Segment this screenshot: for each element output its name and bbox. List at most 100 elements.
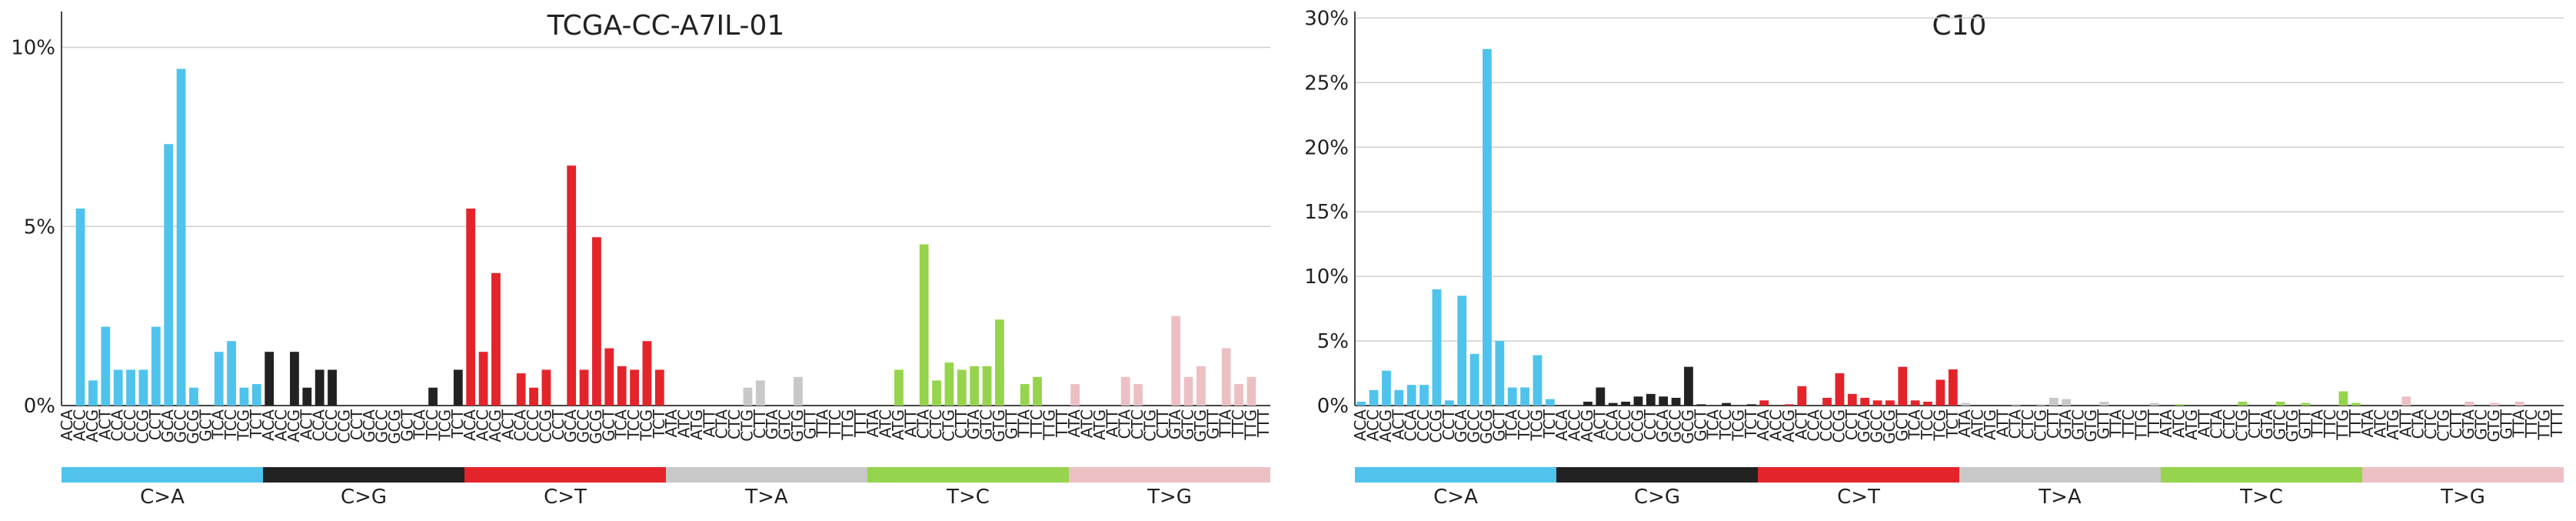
bar: [1469, 353, 1479, 406]
x-tick-label: CTA: [2409, 409, 2428, 439]
bar: [1898, 366, 1908, 406]
x-tick-label: TTA: [1216, 409, 1235, 439]
x-tick-label: GTC: [2069, 409, 2088, 440]
x-tick-label: TTA: [814, 409, 832, 439]
x-tick-label: CTA: [713, 409, 731, 439]
bar: [328, 369, 337, 406]
bar: [1797, 386, 1807, 406]
x-tick-label: GCA: [1855, 409, 1873, 443]
x-tick-label: TCG: [435, 409, 454, 442]
x-tick-label: ATC: [1969, 409, 1987, 438]
bar: [2301, 402, 2311, 406]
bar: [1356, 401, 1366, 406]
band-label: T>C: [2239, 486, 2283, 509]
x-tick-label: GTT: [2295, 409, 2314, 439]
bar: [1507, 387, 1517, 406]
x-tick-label: GTC: [977, 409, 996, 440]
bar: [302, 387, 312, 406]
bar: [1759, 400, 1769, 406]
bar: [227, 341, 236, 406]
x-tick-label: CTC: [927, 409, 945, 439]
x-tick-label: ACC: [272, 409, 291, 441]
x-tick-label: GCA: [1452, 409, 1470, 443]
x-tick-label: GCG: [1880, 409, 1899, 444]
band-bar: [263, 467, 464, 483]
x-tick-label: GCG: [385, 409, 404, 444]
x-tick-label: TTA: [2510, 409, 2528, 439]
bar: [126, 369, 135, 406]
y-tick-label: 0%: [24, 395, 55, 418]
x-tick-label: ATT: [1103, 409, 1121, 437]
bar: [1432, 289, 1442, 406]
bar: [1961, 402, 1971, 406]
bar: [2036, 404, 2046, 406]
x-tick-label: ACG: [285, 409, 303, 443]
x-tick-label: CTT: [1153, 409, 1172, 439]
bar: [214, 352, 224, 406]
x-tick-label: CCA: [108, 409, 127, 442]
bar: [2275, 401, 2285, 406]
x-tick-label: ATT: [2396, 409, 2415, 437]
x-tick-label: TTC: [1229, 409, 1247, 439]
bar: [1183, 376, 1193, 406]
x-tick-label: GCT: [196, 409, 215, 441]
bar: [957, 369, 967, 406]
bar: [2099, 401, 2109, 406]
bar: [1133, 384, 1143, 406]
x-tick-label: CCA: [511, 409, 530, 442]
bar: [1633, 396, 1643, 406]
bar: [239, 387, 249, 406]
bar: [2048, 397, 2058, 406]
bar: [1444, 400, 1454, 406]
x-tick-label: CTT: [952, 409, 970, 439]
x-tick-label: CCG: [1829, 409, 1848, 443]
x-tick-label: ATA: [662, 409, 681, 438]
x-tick-label: TTC: [1027, 409, 1046, 439]
band-label: T>C: [946, 486, 990, 509]
bar: [604, 348, 614, 406]
x-tick-label: ATG: [1981, 409, 1999, 440]
x-tick-label: GTC: [2472, 409, 2491, 440]
x-tick-label: GCT: [398, 409, 416, 441]
x-tick-label: ATC: [1078, 409, 1097, 438]
bar: [428, 387, 438, 406]
y-tick-label: 20%: [1304, 136, 1349, 159]
x-tick-label: GTA: [964, 409, 983, 439]
x-tick-label: TCT: [1540, 409, 1559, 439]
x-tick-label: TTT: [851, 409, 870, 438]
x-tick-label: GTG: [1191, 409, 1210, 443]
bar: [1120, 376, 1130, 406]
x-tick-label: ATA: [1065, 409, 1083, 438]
bar: [1246, 376, 1256, 406]
x-tick-label: GTG: [2082, 409, 2100, 443]
bar: [1722, 402, 1731, 406]
bar: [1822, 397, 1832, 406]
bar: [2490, 402, 2499, 406]
bar: [1608, 402, 1618, 406]
x-tick-label: GTA: [763, 409, 781, 439]
bar: [315, 369, 324, 406]
bar: [1457, 296, 1467, 406]
bar: [995, 319, 1004, 406]
x-tick-label: TCT: [448, 409, 467, 439]
band-label: C>A: [1433, 486, 1478, 509]
x-tick-label: GCC: [574, 409, 593, 443]
x-tick-label: ACC: [1566, 409, 1584, 441]
x-tick-label: ACA: [259, 409, 278, 441]
x-tick-label: TCA: [1503, 409, 1521, 440]
x-tick-label: CTA: [1116, 409, 1134, 439]
x-tick-label: ATT: [2195, 409, 2213, 437]
x-tick-label: CCT: [549, 409, 567, 440]
x-tick-label: ACG: [1376, 409, 1395, 443]
y-tick-label: 10%: [1304, 266, 1349, 289]
bar: [1885, 400, 1895, 406]
x-tick-label: TCA: [612, 409, 631, 440]
x-tick-label: CCA: [1402, 409, 1420, 442]
bar: [529, 387, 538, 406]
x-tick-label: TCG: [1729, 409, 1747, 442]
x-tick-label: GTT: [800, 409, 819, 439]
x-tick-label: GTA: [1166, 409, 1184, 439]
x-tick-label: TTC: [2522, 409, 2541, 439]
bar: [932, 380, 941, 406]
x-tick-label: ATG: [687, 409, 706, 440]
